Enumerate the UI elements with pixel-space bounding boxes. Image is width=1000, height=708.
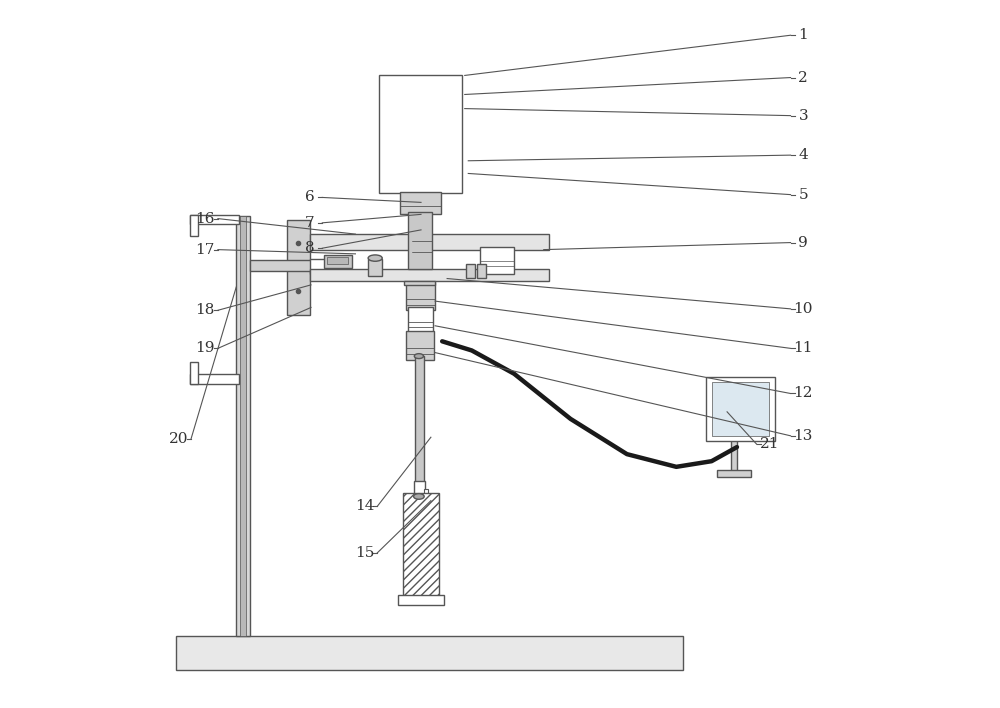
Text: 17: 17 bbox=[196, 243, 215, 256]
Text: 4: 4 bbox=[798, 148, 808, 162]
Bar bbox=[190, 215, 239, 224]
Text: 3: 3 bbox=[798, 108, 808, 122]
Bar bbox=[190, 362, 198, 384]
Bar bbox=[712, 382, 769, 436]
Bar bbox=[406, 331, 434, 360]
Bar bbox=[706, 377, 775, 442]
Text: 15: 15 bbox=[355, 546, 374, 560]
Bar bbox=[324, 256, 352, 268]
Text: 6: 6 bbox=[305, 190, 314, 205]
Text: 19: 19 bbox=[195, 341, 215, 355]
Bar bbox=[250, 260, 311, 270]
Bar bbox=[731, 439, 737, 475]
Bar bbox=[408, 212, 432, 269]
Text: 18: 18 bbox=[196, 303, 215, 317]
Bar bbox=[240, 217, 246, 636]
Text: 14: 14 bbox=[355, 499, 374, 513]
Bar bbox=[236, 217, 250, 636]
Text: 13: 13 bbox=[794, 429, 813, 442]
Polygon shape bbox=[404, 280, 435, 285]
Bar bbox=[424, 489, 428, 493]
Bar bbox=[480, 247, 514, 273]
Bar bbox=[310, 269, 549, 280]
Text: 9: 9 bbox=[798, 236, 808, 250]
Bar bbox=[403, 493, 439, 598]
Bar bbox=[379, 75, 462, 193]
Text: 8: 8 bbox=[305, 241, 314, 255]
Bar bbox=[310, 259, 325, 274]
Text: 11: 11 bbox=[793, 341, 813, 355]
Ellipse shape bbox=[414, 354, 423, 358]
Bar bbox=[287, 220, 310, 315]
Bar bbox=[415, 356, 424, 484]
Bar bbox=[398, 595, 444, 605]
Text: 12: 12 bbox=[793, 387, 813, 401]
Ellipse shape bbox=[368, 255, 382, 261]
Bar bbox=[466, 264, 475, 278]
Bar bbox=[406, 282, 435, 310]
Ellipse shape bbox=[414, 493, 424, 499]
Bar bbox=[717, 469, 751, 476]
Text: 20: 20 bbox=[169, 432, 188, 445]
Bar bbox=[190, 215, 198, 236]
Text: 21: 21 bbox=[760, 438, 779, 451]
Bar bbox=[414, 481, 425, 496]
Bar bbox=[477, 264, 486, 278]
Bar bbox=[408, 307, 433, 334]
Text: 2: 2 bbox=[798, 71, 808, 84]
Text: 10: 10 bbox=[793, 302, 813, 316]
Bar bbox=[327, 257, 348, 264]
Bar bbox=[190, 375, 239, 384]
Text: 5: 5 bbox=[798, 188, 808, 202]
Text: 16: 16 bbox=[195, 212, 215, 226]
Text: 1: 1 bbox=[798, 28, 808, 42]
Bar bbox=[400, 192, 441, 215]
Bar bbox=[176, 636, 683, 670]
Text: 7: 7 bbox=[305, 216, 314, 230]
Bar bbox=[368, 259, 382, 276]
Bar bbox=[310, 234, 549, 250]
